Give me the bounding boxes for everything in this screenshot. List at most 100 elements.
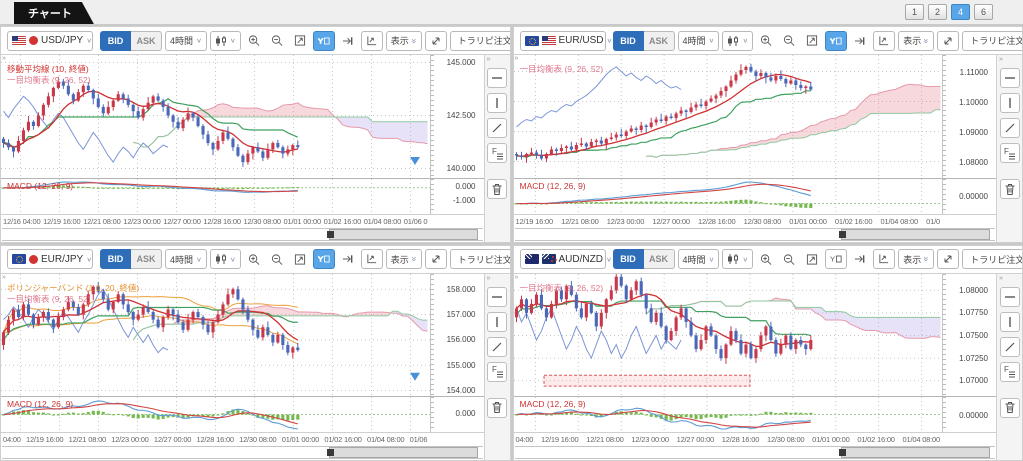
vertical-line-tool-button[interactable] — [999, 93, 1020, 113]
y-axis-scale-button[interactable]: Y — [825, 249, 848, 269]
scrollbar-thumb[interactable] — [326, 447, 478, 458]
delete-drawings-button[interactable] — [999, 179, 1020, 199]
display-menu-button[interactable]: 表示» — [385, 30, 422, 51]
fit-chart-button[interactable] — [290, 249, 310, 269]
vertical-line-tool-button[interactable] — [999, 311, 1020, 332]
fibonacci-tool-button[interactable]: F — [487, 361, 507, 382]
fibonacci-tool-button[interactable]: F — [487, 143, 507, 163]
chart-scrollbar[interactable] — [514, 227, 995, 241]
price-chart[interactable]: » ボリンジャーバンド (1.0, 20, 終値) 一目均衡表 (9, 26, 5… — [1, 273, 430, 397]
delete-drawings-button[interactable] — [487, 179, 507, 199]
trade-order-button[interactable]: トラリピ注文 — [962, 30, 1022, 51]
delete-drawings-button[interactable] — [487, 397, 507, 418]
horizontal-line-tool-button[interactable] — [487, 286, 507, 307]
fit-chart-button[interactable] — [802, 249, 822, 269]
price-chart[interactable]: » 一目均衡表 (9, 26, 52) — [513, 55, 943, 178]
price-axis[interactable]: 145.000 142.500 140.000 — [429, 55, 484, 178]
macd-chart[interactable]: MACD (12, 26, 9) — [513, 397, 943, 432]
chart-type-selector[interactable]: ∨ — [209, 249, 241, 269]
zoom-out-button[interactable] — [267, 249, 287, 269]
collapse-tools-icon[interactable]: » — [486, 274, 491, 282]
y-axis-scale-button[interactable]: Y — [312, 249, 335, 269]
new-window-chart-button[interactable] — [873, 249, 896, 269]
scrollbar-thumb[interactable] — [839, 228, 991, 240]
timeframe-selector[interactable]: 4時間 ∨ — [165, 249, 207, 269]
fullscreen-button[interactable] — [937, 249, 960, 269]
scrollbar-thumb[interactable] — [326, 228, 478, 240]
layout-button-2[interactable]: 2 — [928, 4, 947, 20]
trend-line-tool-button[interactable] — [999, 118, 1020, 138]
horizontal-line-tool-button[interactable] — [487, 68, 507, 88]
scrollbar-grip[interactable] — [839, 449, 847, 456]
scrollbar-thumb[interactable] — [839, 447, 991, 458]
trend-line-tool-button[interactable] — [487, 118, 507, 138]
left-collapse-icon[interactable]: » — [514, 273, 519, 281]
timeframe-selector[interactable]: 4時間 ∨ — [165, 30, 207, 51]
zoom-out-button[interactable] — [779, 31, 799, 51]
y-axis-scale-button[interactable]: Y — [825, 30, 848, 51]
trade-order-button[interactable]: トラリピ注文 — [449, 249, 510, 269]
zoom-in-button[interactable] — [244, 31, 264, 51]
price-axis[interactable]: 158.000 157.000 156.000 155.000 154.000 — [429, 273, 484, 396]
scrollbar-grip[interactable] — [839, 230, 847, 238]
left-collapse-icon[interactable]: » — [514, 55, 519, 62]
new-window-chart-button[interactable] — [360, 249, 383, 269]
zoom-out-button[interactable] — [267, 31, 287, 51]
vertical-line-tool-button[interactable] — [487, 311, 507, 332]
go-to-latest-button[interactable] — [338, 31, 358, 51]
delete-drawings-button[interactable] — [999, 397, 1020, 418]
fibonacci-tool-button[interactable]: F — [999, 143, 1020, 163]
collapse-tools-icon[interactable]: » — [999, 274, 1003, 282]
horizontal-line-tool-button[interactable] — [999, 68, 1020, 88]
trade-order-button[interactable]: トラリピ注文 — [449, 30, 510, 51]
zoom-in-button[interactable] — [244, 249, 264, 269]
chart-type-selector[interactable]: ∨ — [209, 30, 241, 51]
collapse-tools-icon[interactable]: » — [486, 56, 491, 63]
fit-chart-button[interactable] — [290, 31, 310, 51]
currency-pair-selector[interactable]: AUD/NZD ∨ — [519, 249, 612, 269]
left-collapse-icon[interactable]: » — [2, 55, 6, 62]
chart-scrollbar[interactable] — [2, 446, 483, 459]
ask-button[interactable]: ASK — [643, 30, 675, 51]
price-axis[interactable]: 1.11000 1.10000 1.09000 1.08000 — [942, 55, 996, 178]
fullscreen-button[interactable] — [937, 30, 960, 51]
trend-line-tool-button[interactable] — [999, 336, 1020, 357]
zoom-in-button[interactable] — [756, 31, 776, 51]
ask-button[interactable]: ASK — [131, 30, 162, 51]
chart-scrollbar[interactable] — [514, 446, 995, 459]
display-menu-button[interactable]: 表示» — [898, 249, 935, 269]
tab-chart[interactable]: チャート — [14, 2, 94, 24]
chart-type-selector[interactable]: ∨ — [722, 30, 754, 51]
currency-pair-selector[interactable]: EUR/JPY ∨ — [7, 249, 93, 269]
bid-button[interactable]: BID — [612, 30, 644, 51]
ask-button[interactable]: ASK — [131, 249, 162, 269]
collapse-tools-icon[interactable]: » — [999, 56, 1003, 63]
chart-scrollbar[interactable] — [2, 227, 483, 241]
new-window-chart-button[interactable] — [360, 30, 383, 51]
price-axis[interactable]: 1.08000 1.07750 1.07500 1.07250 1.07000 — [942, 273, 996, 396]
currency-pair-selector[interactable]: EUR/USD ∨ — [519, 30, 612, 51]
zoom-out-button[interactable] — [779, 249, 799, 269]
fibonacci-tool-button[interactable]: F — [999, 361, 1020, 382]
new-window-chart-button[interactable] — [873, 30, 896, 51]
bid-button[interactable]: BID — [612, 249, 644, 269]
layout-button-1[interactable]: 1 — [905, 4, 924, 20]
bid-button[interactable]: BID — [100, 249, 131, 269]
fit-chart-button[interactable] — [802, 31, 822, 51]
chart-type-selector[interactable]: ∨ — [722, 249, 754, 269]
bid-button[interactable]: BID — [100, 30, 131, 51]
macd-chart[interactable]: MACD (12, 26, 9) — [1, 178, 430, 214]
zoom-in-button[interactable] — [756, 249, 776, 269]
go-to-latest-button[interactable] — [850, 31, 870, 51]
y-axis-scale-button[interactable]: Y — [312, 30, 335, 51]
display-menu-button[interactable]: 表示» — [898, 30, 935, 51]
layout-button-4[interactable]: 4 — [951, 4, 970, 20]
price-chart[interactable]: » 移動平均線 (10, 終値) 一目均衡表 (9, 26, 52) — [1, 55, 430, 178]
layout-button-6[interactable]: 6 — [974, 4, 993, 20]
timeframe-selector[interactable]: 4時間 ∨ — [677, 249, 720, 269]
currency-pair-selector[interactable]: USD/JPY ∨ — [7, 30, 93, 51]
horizontal-line-tool-button[interactable] — [999, 286, 1020, 307]
macd-chart[interactable]: MACD (12, 26, 9) — [1, 397, 430, 432]
fullscreen-button[interactable] — [424, 249, 447, 269]
timeframe-selector[interactable]: 4時間 ∨ — [677, 30, 720, 51]
